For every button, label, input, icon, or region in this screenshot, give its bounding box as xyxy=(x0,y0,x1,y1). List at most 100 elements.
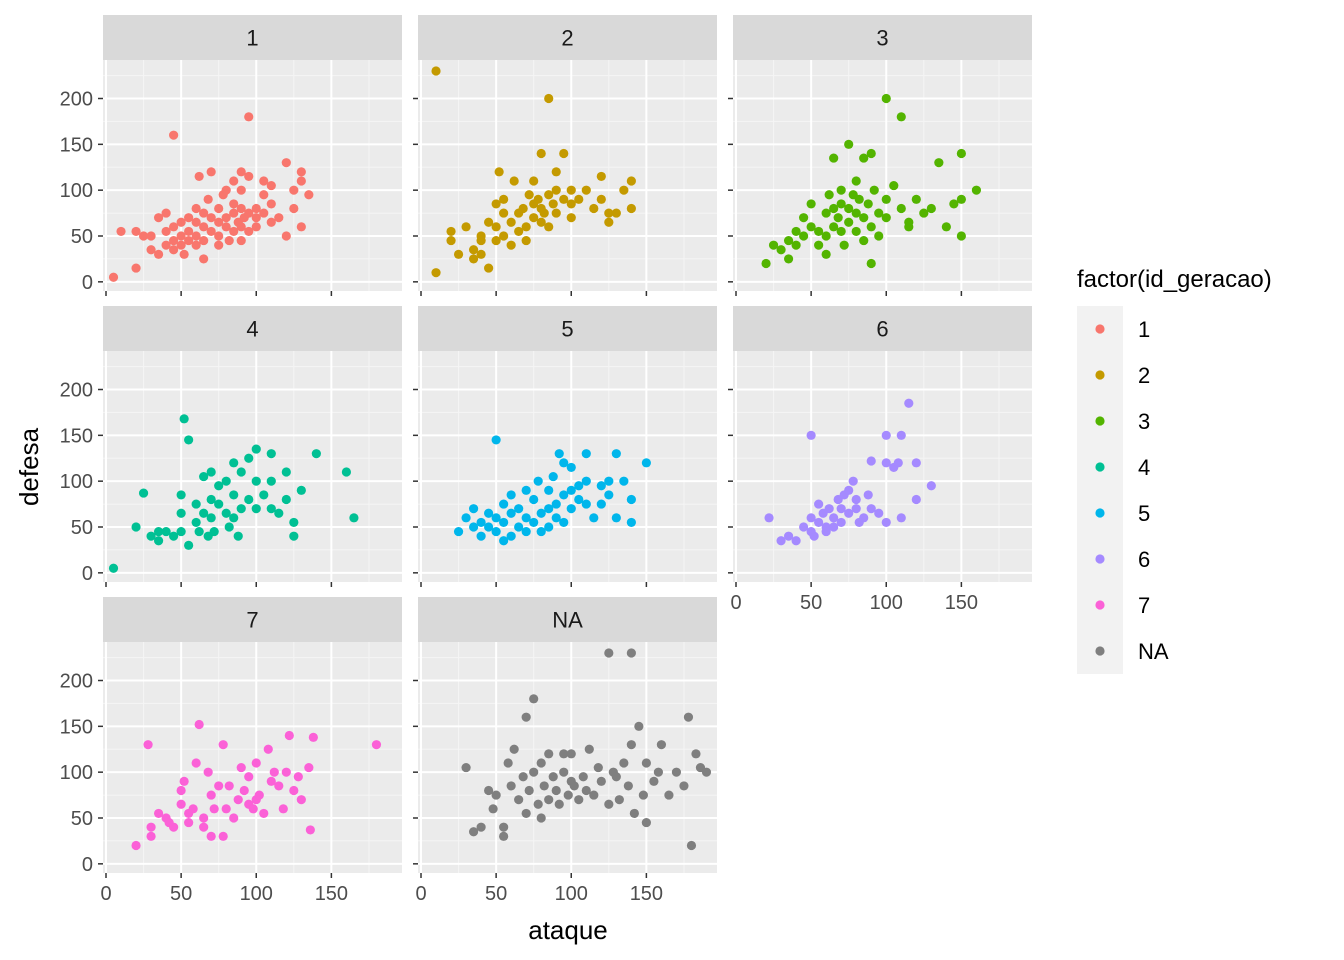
data-point xyxy=(499,499,509,509)
data-point xyxy=(544,504,554,514)
data-point xyxy=(544,222,554,232)
x-tick-label: 150 xyxy=(945,592,978,614)
data-point xyxy=(821,526,831,537)
data-point xyxy=(266,776,276,786)
data-point xyxy=(596,194,606,204)
data-point xyxy=(889,180,899,191)
data-point xyxy=(554,799,564,809)
data-point xyxy=(236,235,246,246)
data-point xyxy=(476,531,486,541)
data-point xyxy=(229,813,239,823)
data-point xyxy=(589,790,599,800)
data-point xyxy=(536,508,546,518)
data-point xyxy=(799,213,809,223)
data-point xyxy=(281,158,291,168)
y-tick-label: 50 xyxy=(71,226,93,248)
legend-key-point xyxy=(1095,554,1105,564)
data-point xyxy=(581,185,591,195)
data-point xyxy=(289,185,299,195)
data-point xyxy=(289,203,299,214)
x-tick-label: 50 xyxy=(800,592,822,614)
data-point xyxy=(184,226,194,237)
data-point xyxy=(161,240,171,250)
data-point xyxy=(146,831,156,841)
data-point xyxy=(824,190,834,200)
data-point xyxy=(764,513,774,523)
data-point xyxy=(184,235,194,246)
data-point xyxy=(776,536,786,546)
data-point xyxy=(179,249,189,259)
data-point xyxy=(304,190,314,200)
data-point xyxy=(641,458,651,468)
data-point xyxy=(641,817,651,828)
data-point xyxy=(539,781,549,791)
data-point xyxy=(461,222,471,232)
data-point xyxy=(821,249,831,259)
data-point xyxy=(529,213,539,223)
data-point xyxy=(584,744,594,754)
data-point xyxy=(506,531,516,541)
data-point xyxy=(619,185,629,195)
data-point xyxy=(596,481,606,491)
data-point xyxy=(453,526,464,537)
data-point xyxy=(799,231,809,241)
data-point xyxy=(209,804,219,814)
data-point xyxy=(194,719,204,730)
data-point xyxy=(236,222,246,232)
strip-label: 7 xyxy=(246,608,258,633)
data-point xyxy=(153,526,164,537)
data-point xyxy=(244,772,254,782)
data-point xyxy=(199,208,209,218)
data-point xyxy=(814,226,824,237)
data-point xyxy=(224,781,234,791)
data-point xyxy=(305,825,315,835)
data-point xyxy=(229,513,239,523)
data-point xyxy=(806,430,816,440)
y-tick-label: 150 xyxy=(60,134,93,156)
data-point xyxy=(866,504,876,514)
data-point xyxy=(506,490,516,500)
data-point xyxy=(859,153,869,163)
data-point xyxy=(844,217,854,227)
strip-label: 2 xyxy=(561,26,573,51)
data-point xyxy=(548,199,558,209)
data-point xyxy=(851,176,861,186)
data-point xyxy=(248,804,258,814)
data-point xyxy=(829,513,839,523)
data-point xyxy=(859,213,869,223)
data-point xyxy=(926,481,936,491)
data-point xyxy=(683,712,694,722)
data-point xyxy=(269,767,279,777)
data-point xyxy=(851,208,861,218)
data-point xyxy=(559,458,569,468)
data-point xyxy=(468,245,479,255)
data-point xyxy=(593,762,603,773)
data-point xyxy=(296,167,306,177)
data-point xyxy=(229,208,239,218)
data-point xyxy=(544,749,554,759)
data-point xyxy=(926,203,936,214)
data-point xyxy=(604,217,614,227)
strip-label: 3 xyxy=(876,26,888,51)
x-tick-label: 150 xyxy=(630,883,663,905)
legend-entry-label: NA xyxy=(1138,639,1169,664)
data-point xyxy=(281,231,291,241)
data-point xyxy=(904,398,914,408)
data-point xyxy=(614,795,624,805)
data-point xyxy=(476,822,486,832)
y-tick-label: 0 xyxy=(82,854,93,876)
data-point xyxy=(686,840,697,851)
data-point xyxy=(544,93,554,104)
data-point xyxy=(446,235,456,246)
legend-title: factor(id_geracao) xyxy=(1077,266,1272,293)
data-point xyxy=(506,217,516,227)
data-point xyxy=(533,476,543,486)
data-point xyxy=(956,194,966,204)
data-point xyxy=(844,203,854,214)
panel-background xyxy=(418,60,717,291)
data-point xyxy=(563,790,573,800)
data-point xyxy=(824,504,834,514)
data-point xyxy=(574,481,584,491)
strip-label: 1 xyxy=(246,26,258,51)
data-point xyxy=(184,817,194,828)
